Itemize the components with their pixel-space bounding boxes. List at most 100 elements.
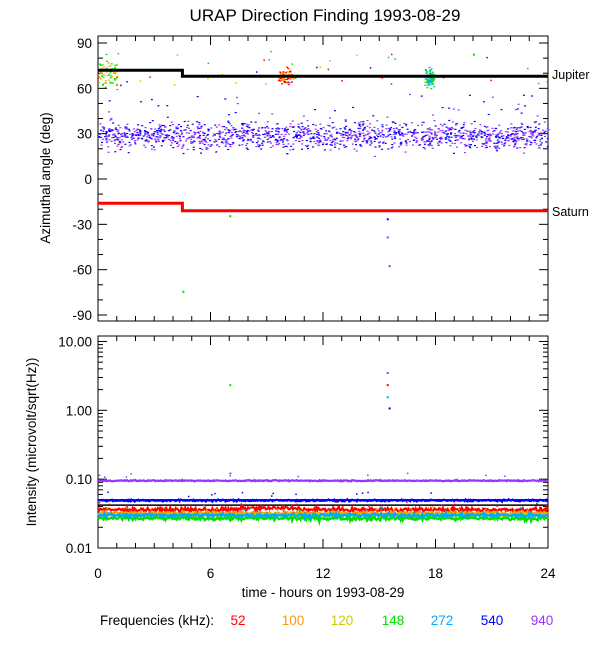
azimuth-point bbox=[278, 79, 281, 81]
azimuth-point bbox=[429, 143, 432, 145]
azimuth-point bbox=[269, 135, 272, 137]
azimuth-point bbox=[236, 136, 239, 138]
azimuth-point bbox=[295, 132, 298, 134]
azimuth-point bbox=[522, 132, 525, 135]
azimuth-point bbox=[190, 135, 193, 137]
azimuth-point bbox=[146, 134, 149, 136]
series-outlier-point bbox=[107, 491, 109, 493]
series-outlier-point bbox=[187, 495, 190, 498]
azimuth-point bbox=[207, 130, 210, 132]
azimuth-point bbox=[513, 126, 516, 129]
azimuth-point bbox=[324, 137, 327, 139]
azimuth-point bbox=[515, 136, 518, 138]
azimuth-point bbox=[390, 127, 393, 129]
azimuth-point bbox=[122, 141, 125, 143]
azimuth-point bbox=[199, 147, 202, 149]
azimuth-point bbox=[448, 139, 451, 141]
azimuth-point bbox=[498, 124, 501, 126]
azimuth-point bbox=[116, 133, 119, 135]
azimuth-point bbox=[185, 138, 188, 140]
azimuth-point bbox=[285, 139, 288, 141]
azimuth-point bbox=[387, 127, 390, 129]
azimuth-point bbox=[279, 72, 282, 74]
azimuth-point bbox=[484, 147, 487, 149]
azimuth-point bbox=[117, 124, 120, 126]
azimuth-point bbox=[210, 144, 213, 146]
azimuth-point bbox=[133, 131, 136, 133]
azimuth-point bbox=[391, 146, 394, 148]
azimuth-point bbox=[428, 131, 431, 133]
azimuth-point bbox=[144, 131, 147, 133]
azimuth-point bbox=[313, 133, 316, 135]
azimuth-point bbox=[508, 138, 511, 140]
azimuth-point bbox=[349, 137, 352, 139]
azimuth-point bbox=[166, 135, 169, 137]
azimuth-point bbox=[227, 129, 230, 131]
azimuth-point bbox=[377, 136, 379, 138]
azimuth-point bbox=[456, 139, 459, 141]
azimuth-point bbox=[244, 135, 247, 137]
azimuth-point bbox=[485, 141, 488, 143]
azimuth-point bbox=[213, 141, 216, 143]
azimuth-point bbox=[514, 132, 517, 134]
azimuth-point bbox=[114, 135, 117, 137]
azimuth-point bbox=[427, 80, 430, 82]
azimuth-point bbox=[171, 124, 174, 126]
azimuth-point bbox=[500, 109, 503, 111]
azimuth-point bbox=[135, 133, 138, 135]
azimuth-point bbox=[519, 147, 522, 149]
azimuth-point bbox=[462, 124, 465, 126]
azimuth-point bbox=[433, 120, 436, 122]
azimuth-point bbox=[116, 75, 119, 77]
series-outlier-point bbox=[504, 475, 506, 477]
azimuth-point bbox=[288, 82, 291, 84]
azimuth-point bbox=[502, 137, 504, 139]
azimuth-point bbox=[146, 140, 149, 143]
azimuth-point bbox=[177, 124, 180, 126]
azimuth-point bbox=[400, 132, 403, 134]
azimuth-point bbox=[197, 136, 200, 138]
azimuth-point bbox=[327, 137, 330, 139]
azimuth-point bbox=[175, 135, 178, 137]
azimuth-point bbox=[115, 127, 117, 129]
azimuth-point bbox=[425, 79, 428, 81]
azimuth-point bbox=[512, 141, 515, 143]
azimuth-point bbox=[426, 134, 429, 136]
azimuth-point bbox=[392, 128, 395, 130]
azimuth-point bbox=[106, 141, 109, 143]
jupiter-label: Jupiter bbox=[552, 68, 590, 82]
azimuth-point bbox=[121, 139, 124, 141]
series-outlier-point bbox=[485, 474, 487, 477]
azimuth-point bbox=[230, 125, 233, 127]
azimuth-point bbox=[236, 134, 239, 136]
azimuth-point bbox=[279, 80, 282, 82]
azimuth-point bbox=[158, 124, 161, 126]
y-tick-label: 0.01 bbox=[66, 541, 92, 556]
azimuth-point bbox=[414, 129, 417, 131]
legend-item-272-khz: 272 bbox=[431, 613, 454, 628]
azimuth-point bbox=[290, 145, 293, 147]
azimuth-point bbox=[286, 153, 289, 155]
azimuth-point bbox=[307, 133, 310, 135]
azimuth-point bbox=[139, 132, 142, 134]
azimuth-point bbox=[439, 137, 441, 139]
azimuth-point bbox=[448, 136, 451, 138]
azimuth-point bbox=[207, 133, 210, 136]
azimuth-point bbox=[405, 144, 408, 146]
y-tick-label: 10.00 bbox=[58, 334, 92, 349]
azimuth-point bbox=[430, 144, 433, 147]
azimuth-point bbox=[109, 77, 112, 79]
y-tick-label: 60 bbox=[77, 81, 92, 96]
azimuth-point bbox=[298, 140, 301, 142]
azimuth-point bbox=[479, 124, 482, 126]
azimuth-point bbox=[161, 139, 164, 142]
azimuth-point bbox=[478, 129, 481, 131]
azimuth-point bbox=[441, 131, 444, 134]
azimuth-point bbox=[129, 144, 132, 146]
azimuth-point bbox=[394, 122, 397, 124]
azimuth-point bbox=[106, 74, 109, 76]
azimuth-point bbox=[286, 78, 289, 81]
azimuth-point bbox=[428, 138, 431, 140]
azimuth-point bbox=[351, 134, 354, 136]
azimuth-point bbox=[368, 137, 371, 139]
